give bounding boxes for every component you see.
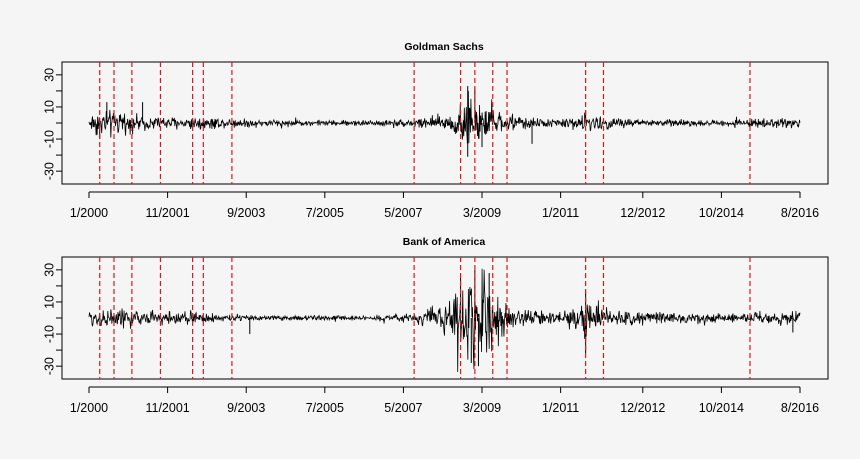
y-tick-label: -10 — [42, 325, 56, 343]
x-tick-label: 9/2003 — [227, 206, 265, 220]
series-line — [88, 268, 801, 372]
x-tick-label: 7/2005 — [306, 206, 344, 220]
series-line — [88, 91, 801, 144]
x-tick-label: 11/2001 — [145, 206, 189, 220]
x-tick-label: 1/2000 — [70, 401, 108, 415]
y-tick-label: -10 — [42, 130, 56, 148]
x-tick-label: 1/2000 — [70, 206, 108, 220]
y-tick-label: 30 — [42, 68, 56, 82]
chart-panel-goldman-sachs: Goldman Sachs 30 10 -10 -30 1/2000 11/2001 9/2… — [42, 41, 829, 220]
x-tick-label: 11/2001 — [145, 401, 189, 415]
y-tick-label: 30 — [42, 263, 56, 277]
x-tick-label: 3/2009 — [463, 401, 501, 415]
x-tick-label: 8/2016 — [781, 206, 819, 220]
y-tick-label: 10 — [42, 100, 56, 114]
x-tick-label: 12/2012 — [620, 401, 665, 415]
x-tick-label: 5/2007 — [384, 401, 422, 415]
x-tick-label: 8/2016 — [781, 401, 819, 415]
x-tick-label: 10/2014 — [699, 401, 744, 415]
x-tick-label: 9/2003 — [227, 401, 265, 415]
x-tick-label: 10/2014 — [699, 206, 744, 220]
y-tick-label: -30 — [42, 162, 56, 180]
x-tick-label: 12/2012 — [620, 206, 665, 220]
x-tick-label: 7/2005 — [306, 401, 344, 415]
y-tick-label: 10 — [42, 295, 56, 309]
x-tick-label: 5/2007 — [384, 206, 422, 220]
x-tick-label: 3/2009 — [463, 206, 501, 220]
chart-title: Bank of America — [403, 236, 486, 248]
x-tick-label: 1/2011 — [542, 401, 579, 415]
x-tick-label: 1/2011 — [542, 206, 579, 220]
chart-title: Goldman Sachs — [404, 41, 484, 53]
y-tick-label: -30 — [42, 357, 56, 375]
chart-panel-bank-of-america: Bank of America 30 10 -10 -30 1/2000 11/2001 9… — [42, 236, 829, 415]
